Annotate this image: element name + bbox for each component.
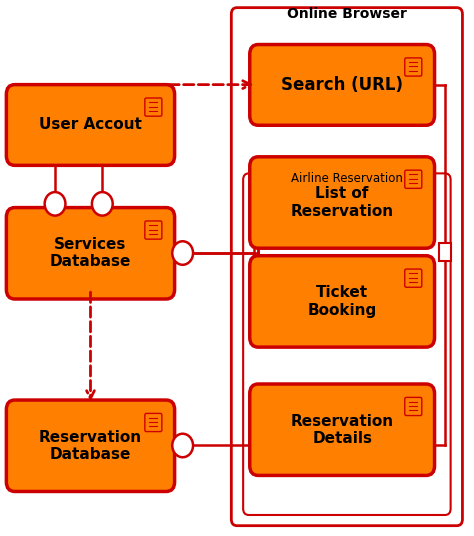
FancyBboxPatch shape (405, 58, 422, 76)
Circle shape (45, 192, 65, 215)
Circle shape (172, 241, 193, 265)
Text: List of
Reservation: List of Reservation (291, 187, 394, 219)
Text: Online Browser: Online Browser (287, 7, 407, 21)
FancyBboxPatch shape (405, 269, 422, 287)
FancyBboxPatch shape (405, 170, 422, 188)
Text: Reservation
Database: Reservation Database (39, 429, 142, 462)
Text: Services
Database: Services Database (50, 237, 131, 270)
FancyBboxPatch shape (405, 397, 422, 415)
FancyBboxPatch shape (250, 384, 435, 475)
Text: Reservation
Details: Reservation Details (291, 413, 394, 446)
FancyBboxPatch shape (145, 221, 162, 239)
Text: Ticket
Booking: Ticket Booking (308, 285, 377, 318)
Text: Airline Reservation: Airline Reservation (291, 172, 403, 185)
Circle shape (92, 192, 113, 215)
FancyBboxPatch shape (250, 157, 435, 248)
FancyBboxPatch shape (250, 256, 435, 347)
FancyBboxPatch shape (145, 413, 162, 431)
Text: Search (URL): Search (URL) (281, 76, 403, 94)
FancyBboxPatch shape (250, 44, 435, 125)
Text: User Accout: User Accout (39, 117, 142, 132)
FancyBboxPatch shape (439, 243, 451, 261)
Circle shape (172, 434, 193, 457)
FancyBboxPatch shape (6, 207, 174, 299)
FancyBboxPatch shape (6, 85, 174, 165)
FancyBboxPatch shape (145, 98, 162, 116)
FancyBboxPatch shape (6, 400, 174, 492)
